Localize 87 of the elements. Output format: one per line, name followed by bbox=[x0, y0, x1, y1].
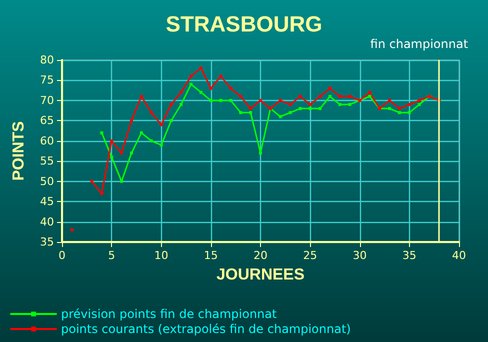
point bbox=[100, 131, 104, 134]
y-tick-label: 40 bbox=[40, 215, 54, 228]
point bbox=[318, 94, 322, 98]
y-tick-label: 60 bbox=[40, 134, 54, 148]
point bbox=[130, 119, 133, 122]
point bbox=[408, 111, 411, 114]
point bbox=[229, 98, 232, 102]
point bbox=[388, 107, 392, 110]
y-tick-label: 55 bbox=[40, 154, 54, 168]
point bbox=[398, 111, 401, 114]
point bbox=[110, 156, 114, 159]
point bbox=[408, 102, 411, 106]
legend-label: points courants (extrapolés fin de championnat) bbox=[61, 322, 351, 336]
x-tick-label: 20 bbox=[254, 249, 268, 262]
point bbox=[190, 74, 193, 78]
point bbox=[278, 98, 282, 102]
point bbox=[209, 98, 212, 102]
x-tick-label: 25 bbox=[303, 249, 318, 262]
x-tick-label: 15 bbox=[204, 249, 218, 262]
point bbox=[249, 111, 252, 114]
y-tick-label: 50 bbox=[40, 174, 54, 188]
point bbox=[120, 152, 124, 155]
point bbox=[229, 86, 232, 90]
point bbox=[328, 86, 332, 90]
point bbox=[338, 102, 342, 106]
y-tick-label: 65 bbox=[40, 114, 54, 128]
point bbox=[180, 90, 183, 94]
point bbox=[288, 102, 292, 106]
y-tick-label: 35 bbox=[40, 236, 54, 248]
point bbox=[209, 86, 212, 90]
point bbox=[308, 102, 312, 106]
point bbox=[338, 94, 342, 98]
point bbox=[278, 115, 282, 118]
point bbox=[90, 180, 94, 183]
point bbox=[259, 98, 262, 102]
ref-line-label: fin championnat bbox=[370, 37, 468, 51]
point bbox=[368, 94, 372, 98]
point bbox=[199, 90, 202, 94]
point bbox=[219, 98, 222, 102]
y-axis-title: POINTS bbox=[10, 120, 28, 181]
point bbox=[288, 111, 292, 114]
point bbox=[388, 98, 392, 102]
x-tick-label: 40 bbox=[452, 249, 466, 262]
point bbox=[298, 107, 302, 110]
chart-title: STRASBOURG bbox=[166, 12, 322, 36]
point bbox=[170, 119, 173, 122]
point bbox=[199, 66, 202, 70]
point bbox=[160, 143, 163, 146]
point bbox=[418, 98, 421, 102]
point bbox=[348, 102, 352, 106]
point bbox=[259, 152, 262, 155]
point bbox=[70, 228, 74, 232]
point bbox=[150, 139, 153, 142]
point bbox=[120, 180, 124, 183]
point bbox=[249, 107, 252, 110]
point bbox=[150, 111, 153, 114]
point bbox=[170, 102, 173, 106]
point bbox=[160, 123, 163, 126]
point bbox=[308, 107, 312, 110]
point bbox=[140, 131, 143, 134]
legend-label: prévision points fin de championnat bbox=[61, 307, 278, 321]
x-tick-label: 35 bbox=[402, 249, 416, 262]
point bbox=[219, 74, 222, 78]
y-tick-label: 80 bbox=[40, 54, 54, 66]
point bbox=[398, 107, 401, 110]
x-tick-label: 10 bbox=[154, 249, 168, 262]
point bbox=[190, 82, 193, 86]
x-tick-label: 5 bbox=[108, 249, 116, 262]
point bbox=[368, 90, 372, 94]
y-tick-label: 70 bbox=[40, 94, 54, 107]
point bbox=[239, 111, 242, 114]
y-tick-label: 75 bbox=[40, 74, 54, 87]
point bbox=[140, 94, 143, 98]
point bbox=[298, 94, 302, 98]
point bbox=[110, 139, 114, 142]
point bbox=[239, 94, 242, 98]
point bbox=[328, 94, 332, 98]
point bbox=[100, 192, 104, 195]
point bbox=[180, 102, 183, 106]
point bbox=[418, 102, 421, 106]
x-tick-label: 30 bbox=[352, 249, 367, 262]
x-tick-label: 0 bbox=[58, 249, 66, 262]
point bbox=[318, 107, 322, 110]
point bbox=[348, 94, 352, 98]
point bbox=[130, 152, 133, 155]
x-axis-title: JOURNEES bbox=[216, 266, 305, 284]
y-tick-label: 45 bbox=[40, 195, 54, 208]
